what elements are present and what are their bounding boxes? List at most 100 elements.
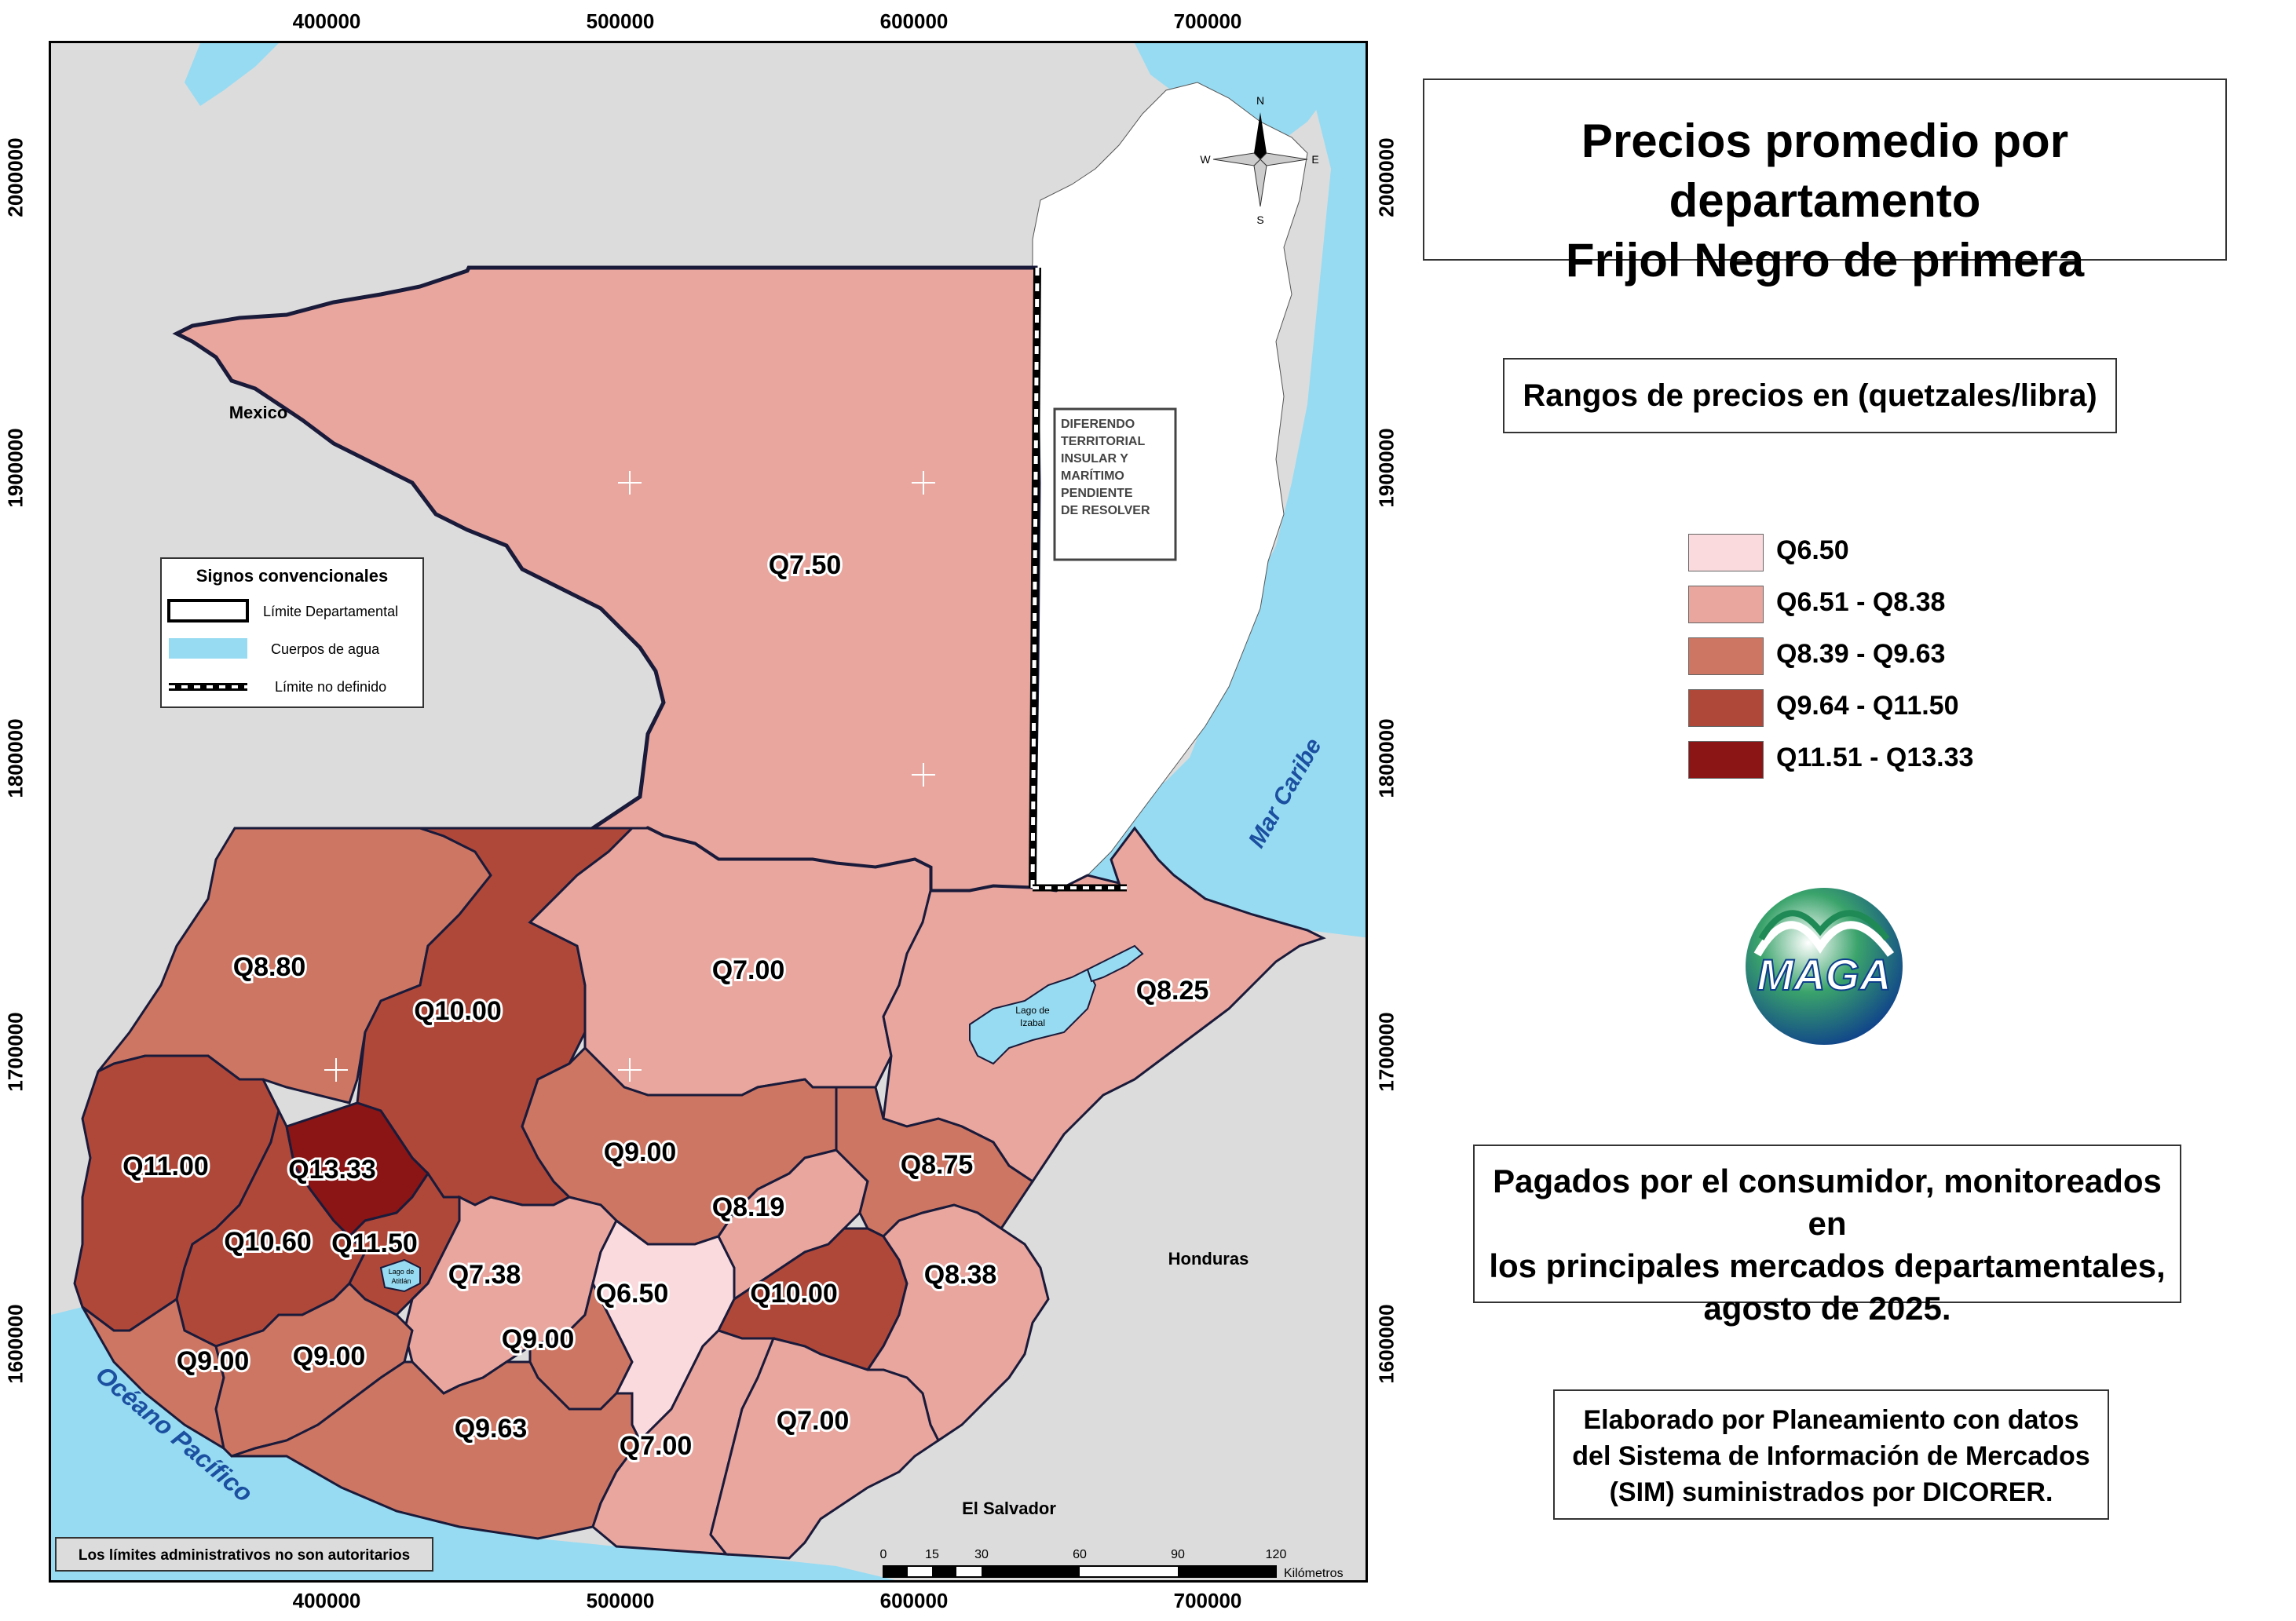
compass-rose: N S E W [1200, 94, 1318, 226]
caribbean-sea [1068, 43, 1366, 938]
svg-text:INSULAR Y: INSULAR Y [1061, 452, 1128, 465]
compass-e: E [1311, 153, 1318, 166]
price-label-huehuetenango: Q8.80 [233, 952, 306, 982]
price-label-solola: Q11.50 [331, 1229, 418, 1258]
price-label-baja-verapaz: Q9.00 [604, 1137, 677, 1167]
svg-text:PENDIENTE: PENDIENTE [1061, 487, 1133, 500]
description-line2: los principales mercados departamentales… [1489, 1247, 2166, 1284]
grid-crosses [324, 177, 1229, 1082]
y-tick-left-4: 1600000 [3, 1304, 27, 1384]
x-tick-bottom-3: 700000 [1173, 1589, 1242, 1612]
y-tick-left-0: 2000000 [3, 137, 27, 217]
price-label-retalhuleu: Q9.00 [177, 1346, 250, 1376]
svg-text:Atitlán: Atitlán [391, 1277, 411, 1285]
x-tick-top-1: 500000 [586, 9, 655, 33]
pacific-ocean [51, 1307, 895, 1580]
label-lago-atitlan: Lago de Atitlán [389, 1268, 415, 1285]
price-label-jalapa: Q10.00 [750, 1279, 838, 1309]
label-el-salvador: El Salvador [962, 1499, 1056, 1518]
y-tick-right-1: 1900000 [1374, 428, 1398, 508]
swatch-limite-departamental [167, 599, 249, 622]
description-line1: Pagados por el consumidor, monitoreados … [1493, 1163, 2162, 1242]
y-tick-right-0: 2000000 [1374, 137, 1398, 217]
svg-text:Lago de: Lago de [389, 1268, 415, 1276]
price-label-alta-verapaz: Q7.00 [712, 955, 785, 985]
description-line3: agosto de 2025. [1703, 1290, 1951, 1327]
svg-text:30: 30 [974, 1548, 989, 1561]
description-box: Pagados por el consumidor, monitoreados … [1473, 1145, 2181, 1327]
dept-jutiapa [709, 1337, 940, 1560]
svg-text:Kilómetros: Kilómetros [1284, 1567, 1344, 1580]
pacific-corner [185, 43, 279, 106]
legend-title: Rangos de precios en (quetzales/libra) [1503, 358, 2117, 433]
conventions-item-1: Cuerpos de agua [271, 641, 380, 657]
credit-line2: del Sistema de Información de Mercados [1572, 1441, 2090, 1471]
svg-text:60: 60 [1073, 1548, 1087, 1561]
scale-bar: 0 15 30 60 90 120 Kilómetros [880, 1548, 1344, 1580]
x-tick-top-2: 600000 [879, 9, 949, 33]
lago-izabal [969, 968, 1097, 1065]
price-label-sacatepequez: Q9.00 [502, 1324, 575, 1354]
price-label-san-marcos: Q11.00 [122, 1152, 209, 1181]
y-tick-right-4: 1600000 [1374, 1304, 1398, 1384]
map-title: Precios promedio por departamento Frijol… [1423, 78, 2227, 287]
legend-swatch [1688, 534, 1764, 571]
maga-logo: MAGA [1746, 888, 1903, 1045]
map-frame: N S E W Mexico Honduras El Salvador Mar … [49, 41, 1368, 1583]
compass-n: N [1256, 94, 1264, 107]
legend-label: Q9.64 - Q11.50 [1776, 691, 1959, 721]
legend-swatch [1688, 637, 1764, 675]
compass-s: S [1256, 214, 1263, 226]
label-honduras: Honduras [1168, 1249, 1249, 1269]
price-label-escuintla: Q9.63 [455, 1414, 528, 1444]
legend-label: Q6.51 - Q8.38 [1776, 587, 1946, 617]
legend-label: Q8.39 - Q9.63 [1776, 639, 1946, 669]
svg-text:TERRITORIAL: TERRITORIAL [1061, 435, 1145, 448]
x-tick-top-3: 700000 [1173, 9, 1242, 33]
y-tick-left-2: 1800000 [3, 718, 27, 798]
conventions-item-2: Límite no definido [275, 679, 386, 695]
price-label-totonicapan: Q13.33 [288, 1155, 376, 1185]
compass-w: W [1200, 153, 1211, 166]
svg-text:120: 120 [1266, 1548, 1287, 1561]
svg-text:DE RESOLVER: DE RESOLVER [1061, 504, 1150, 517]
y-tick-left-3: 1700000 [3, 1012, 27, 1092]
conventions-legend: Signos convencionales Límite Departament… [160, 557, 424, 708]
credit-line3: (SIM) suministrados por DICORER. [1609, 1477, 2053, 1507]
svg-text:DIFERENDO: DIFERENDO [1061, 418, 1135, 431]
x-tick-bottom-1: 500000 [586, 1589, 655, 1612]
lago-atitlan [379, 1258, 421, 1293]
y-tick-right-2: 1800000 [1374, 718, 1398, 798]
conventions-title: Signos convencionales [196, 566, 389, 586]
price-label-quiche: Q10.00 [414, 996, 502, 1026]
svg-text:MARÍTIMO: MARÍTIMO [1061, 468, 1124, 483]
dept-chiquimula [865, 1203, 1050, 1443]
svg-text:0: 0 [880, 1548, 887, 1561]
rio-dulce [1086, 944, 1144, 983]
price-label-jutiapa: Q7.00 [777, 1406, 850, 1436]
y-tick-left-1: 1900000 [3, 428, 27, 508]
price-label-santa-rosa: Q7.00 [620, 1431, 693, 1461]
x-tick-bottom-2: 600000 [879, 1589, 949, 1612]
dept-escuintla [231, 1360, 642, 1540]
map-title-line1: Precios promedio por departamento [1581, 115, 2069, 227]
undefined-boundary [1029, 267, 1041, 889]
label-lago-izabal: Lago de Izabal [1015, 1005, 1050, 1028]
price-label-izabal: Q8.25 [1136, 976, 1209, 1006]
label-mexico: Mexico [229, 403, 288, 422]
svg-text:15: 15 [925, 1548, 939, 1561]
legend-swatch [1688, 741, 1764, 779]
disclaimer-box: Los límites administrativos no son autor… [55, 1537, 433, 1572]
price-label-quetzaltenango: Q10.60 [224, 1227, 312, 1257]
svg-text:Izabal: Izabal [1020, 1017, 1045, 1028]
price-label-suchitepequez: Q9.00 [293, 1342, 366, 1371]
svg-text:MAGA: MAGA [1757, 950, 1891, 999]
map-title-line2: Frijol Negro de primera [1565, 234, 2085, 287]
swatch-cuerpos-agua [169, 638, 247, 659]
price-label-chimaltenango: Q7.38 [448, 1260, 521, 1290]
legend-swatch [1688, 586, 1764, 623]
price-label-peten: Q7.50 [769, 550, 842, 580]
svg-text:Los límites administrativos no: Los límites administrativos no son autor… [79, 1547, 410, 1564]
price-label-zacapa: Q8.75 [901, 1150, 974, 1180]
price-label-guatemala: Q6.50 [596, 1279, 669, 1309]
